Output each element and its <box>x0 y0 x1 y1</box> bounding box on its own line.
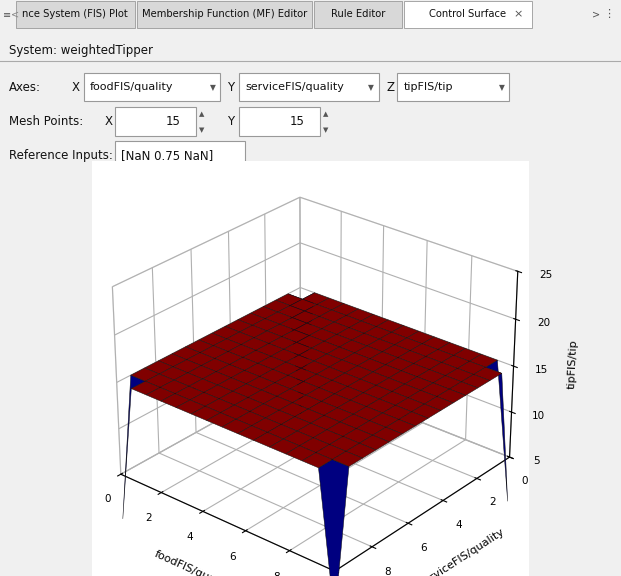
Text: Axes:: Axes: <box>9 81 42 93</box>
Bar <box>239 107 320 136</box>
Text: ×: × <box>514 9 524 20</box>
Text: 15: 15 <box>289 115 304 128</box>
Text: <: < <box>11 10 19 20</box>
Text: Z: Z <box>386 81 394 93</box>
Bar <box>404 1 532 28</box>
Text: 15: 15 <box>165 115 180 128</box>
Text: nce System (FIS) Plot: nce System (FIS) Plot <box>22 9 128 20</box>
Text: ▼: ▼ <box>210 82 216 92</box>
Text: X: X <box>104 115 112 128</box>
Text: ≡: ≡ <box>3 10 11 20</box>
Text: System: weightedTipper: System: weightedTipper <box>9 44 153 57</box>
Y-axis label: serviceFIS/quality: serviceFIS/quality <box>418 526 507 576</box>
Text: Y: Y <box>227 81 233 93</box>
Text: foodFIS/quality: foodFIS/quality <box>90 82 173 92</box>
Text: ▼: ▼ <box>323 127 329 133</box>
Text: ▲: ▲ <box>323 111 329 118</box>
Text: serviceFIS/quality: serviceFIS/quality <box>245 82 344 92</box>
Bar <box>115 107 196 136</box>
X-axis label: foodFIS/quality: foodFIS/quality <box>153 549 233 576</box>
Text: Membership Function (MF) Editor: Membership Function (MF) Editor <box>142 9 307 20</box>
Text: ▼: ▼ <box>499 82 505 92</box>
Bar <box>115 141 245 170</box>
Bar <box>16 1 135 28</box>
Bar <box>314 1 402 28</box>
Text: ▼: ▼ <box>368 82 374 92</box>
Text: ▲: ▲ <box>199 111 204 118</box>
Text: Mesh Points:: Mesh Points: <box>9 115 84 128</box>
Text: tipFIS/tip: tipFIS/tip <box>404 82 453 92</box>
Text: Y: Y <box>227 115 233 128</box>
Text: ▼: ▼ <box>199 127 204 133</box>
Bar <box>397 73 509 101</box>
Bar <box>84 73 220 101</box>
Text: Reference Inputs:: Reference Inputs: <box>9 149 113 162</box>
Text: ⋮: ⋮ <box>603 9 614 20</box>
Bar <box>137 1 312 28</box>
Text: Control Surface: Control Surface <box>429 9 507 20</box>
Bar <box>239 73 379 101</box>
Text: X: X <box>71 81 79 93</box>
Text: [NaN 0.75 NaN]: [NaN 0.75 NaN] <box>121 149 214 162</box>
Text: Rule Editor: Rule Editor <box>330 9 385 20</box>
Text: >: > <box>592 9 601 20</box>
